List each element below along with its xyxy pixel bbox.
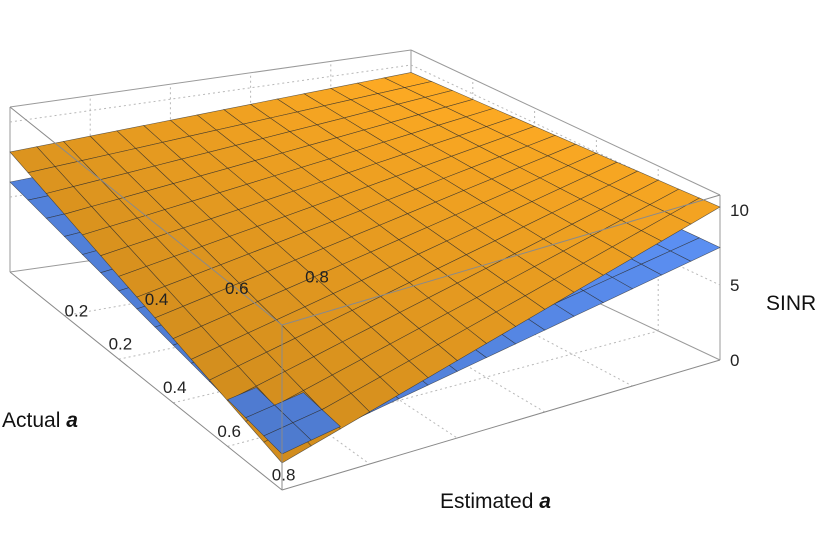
y-tick-label: 0.2 — [65, 302, 89, 321]
y-tick-label: 0.8 — [305, 267, 329, 286]
box-edge-back — [410, 49, 721, 196]
y-axis-label-symbol: a — [66, 409, 78, 432]
gridline-z-backwall — [410, 64, 721, 211]
box-edge-front — [281, 359, 721, 491]
y-axis-label: Actual a — [2, 409, 78, 432]
x-axis-label-symbol: a — [539, 490, 551, 513]
surface-2-patch — [263, 422, 312, 455]
z-tick-label: 5 — [730, 276, 739, 295]
box-edge-front — [281, 194, 721, 326]
z-tick-label: 10 — [730, 201, 749, 220]
x-axis-label: Estimated a — [440, 490, 551, 513]
box-edge-front — [9, 271, 283, 491]
x-tick-label: 0.4 — [163, 378, 187, 397]
box-edge-front — [9, 106, 283, 326]
x-axis-label-text: Estimated — [440, 490, 533, 513]
y-tick-label: 0.4 — [145, 290, 169, 309]
x-tick-label: 0.8 — [272, 465, 296, 484]
x-tick-label: 0.2 — [109, 335, 133, 354]
plot-box-front-edges — [9, 106, 721, 491]
tick-labels: 0.2 0.4 0.6 0.8 0.2 0.4 0.6 0.8 0 5 10 — [65, 201, 749, 484]
y-tick-label: 0.6 — [225, 279, 249, 298]
surfaces — [9, 72, 721, 464]
box-edge-back — [9, 49, 412, 108]
y-axis-label-text: Actual — [2, 409, 60, 432]
x-tick-label: 0.6 — [217, 422, 241, 441]
z-tick-label: 0 — [730, 351, 739, 370]
z-axis-label: SINR — [766, 292, 816, 315]
gridline-x-floor — [227, 330, 659, 447]
